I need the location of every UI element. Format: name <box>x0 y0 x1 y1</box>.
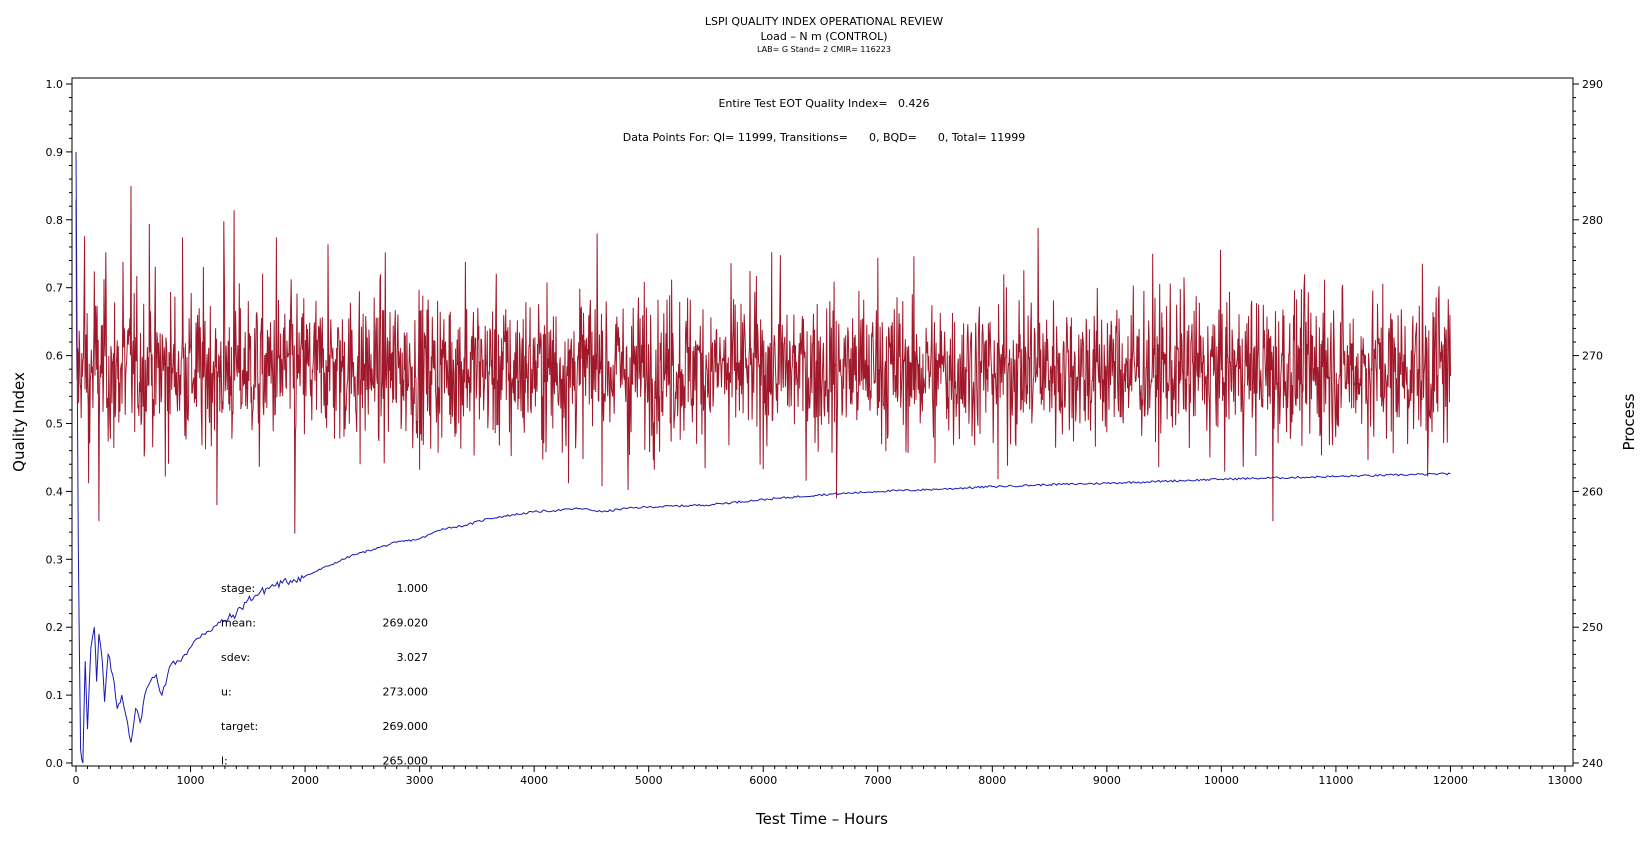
stat-value: 265.000 <box>383 755 429 768</box>
stat-value: 269.020 <box>383 617 429 630</box>
x-tick-label: 4000 <box>520 774 548 787</box>
stat-label: stage: <box>221 582 255 595</box>
stats-table: stage: 1.000 mean: 269.020 sdev: 3.027 u: 273.0… <box>221 582 428 768</box>
stat-label: sdev: <box>221 651 250 664</box>
x-tick-label: 1000 <box>177 774 205 787</box>
x-tick-label: 0 <box>73 774 80 787</box>
x-tick-label: 13000 <box>1548 774 1583 787</box>
stat-label: target: <box>221 720 258 733</box>
eot-quality-annotation: Entire Test EOT Quality Index= 0.426 <box>718 97 929 110</box>
axes: 0 1000 2000 3000 4000 5000 6000 7000 8000 9000 100… <box>46 78 1604 787</box>
y-left-tick-label: 0.7 <box>46 282 64 295</box>
quality-index-series <box>75 151 1451 764</box>
stat-value: 3.027 <box>397 651 429 664</box>
y-left-tick-label: 0.1 <box>46 689 64 702</box>
x-tick-label: 6000 <box>749 774 777 787</box>
plot-frame <box>71 77 1574 767</box>
y-axis-label-left: Quality Index <box>10 372 28 472</box>
process-series <box>75 185 1451 534</box>
stat-value: 1.000 <box>397 582 429 595</box>
x-tick-label: 9000 <box>1093 774 1121 787</box>
y-right-tick-label: 250 <box>1582 621 1603 634</box>
chart-subtitle: Load – N m (CONTROL) <box>760 30 887 43</box>
x-axis-label: Test Time – Hours <box>755 810 888 828</box>
y-right-tick-label: 290 <box>1582 78 1603 91</box>
y-left-tick-label: 0.6 <box>46 350 64 363</box>
y-left-tick-label: 0.3 <box>46 553 64 566</box>
y-axis-label-right: Process <box>1620 393 1638 450</box>
x-tick-label: 7000 <box>864 774 892 787</box>
stat-value: 273.000 <box>383 686 429 699</box>
x-tick-label: 11000 <box>1318 774 1353 787</box>
chart-title: LSPI QUALITY INDEX OPERATIONAL REVIEW <box>705 15 943 28</box>
y-left-tick-label: 0.8 <box>46 214 64 227</box>
stat-label: u: <box>221 686 232 699</box>
y-right-tick-label: 270 <box>1582 350 1603 363</box>
stat-label: l: <box>221 755 228 768</box>
quality-index-line <box>75 151 1451 764</box>
x-tick-label: 3000 <box>406 774 434 787</box>
y-left-tick-label: 0.0 <box>46 757 64 770</box>
x-tick-label: 2000 <box>291 774 319 787</box>
y-left-tick-label: 0.5 <box>46 418 64 431</box>
x-tick-label: 8000 <box>978 774 1006 787</box>
x-tick-label: 10000 <box>1204 774 1239 787</box>
y-left-tick-label: 0.4 <box>46 485 64 498</box>
x-tick-label: 12000 <box>1433 774 1468 787</box>
chart-sub-subtitle: LAB= G Stand= 2 CMIR= 116223 <box>757 45 891 54</box>
y-right-tick-label: 280 <box>1582 214 1603 227</box>
y-left-tick-label: 0.2 <box>46 621 64 634</box>
y-left-tick-label: 0.9 <box>46 146 64 159</box>
y-left-tick-label: 1.0 <box>46 78 64 91</box>
stat-value: 269.000 <box>383 720 429 733</box>
y-right-tick-label: 260 <box>1582 485 1603 498</box>
data-points-annotation: Data Points For: QI= 11999, Transitions=… <box>623 131 1025 144</box>
y-right-tick-label: 240 <box>1582 757 1603 770</box>
stat-label: mean: <box>221 617 256 630</box>
x-tick-label: 5000 <box>635 774 663 787</box>
process-line <box>75 185 1451 534</box>
